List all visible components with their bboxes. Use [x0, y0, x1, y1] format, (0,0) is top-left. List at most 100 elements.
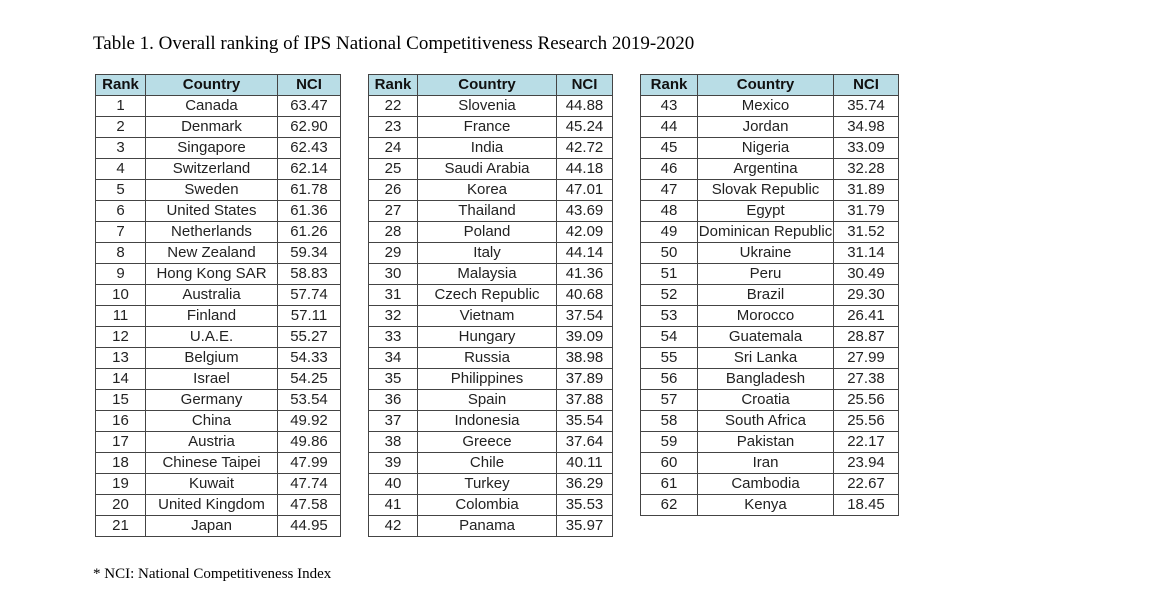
cell-nci: 53.54	[277, 389, 341, 411]
cell-rank: 44	[640, 116, 698, 138]
table-row: 46 Argentina 32.28	[640, 158, 899, 180]
cell-nci: 31.52	[833, 221, 899, 243]
table-row: 17 Austria 49.86	[95, 431, 341, 453]
cell-country: Czech Republic	[417, 284, 557, 306]
header-row: Rank Country NCI	[640, 74, 899, 96]
cell-nci: 22.67	[833, 473, 899, 495]
cell-country: China	[145, 410, 278, 432]
cell-nci: 61.78	[277, 179, 341, 201]
cell-country: Netherlands	[145, 221, 278, 243]
cell-nci: 41.36	[556, 263, 613, 285]
cell-rank: 14	[95, 368, 146, 390]
cell-country: Japan	[145, 515, 278, 537]
cell-nci: 44.95	[277, 515, 341, 537]
table-row: 48 Egypt 31.79	[640, 200, 899, 222]
cell-rank: 31	[368, 284, 418, 306]
cell-nci: 35.53	[556, 494, 613, 516]
header-country: Country	[417, 74, 557, 96]
table-row: 51 Peru 30.49	[640, 263, 899, 285]
cell-country: Dominican Republic	[697, 221, 834, 243]
cell-rank: 47	[640, 179, 698, 201]
cell-country: New Zealand	[145, 242, 278, 264]
table-row: 62 Kenya 18.45	[640, 494, 899, 516]
cell-nci: 27.99	[833, 347, 899, 369]
table-row: 35 Philippines 37.89	[368, 368, 613, 390]
cell-nci: 55.27	[277, 326, 341, 348]
table-row: 14 Israel 54.25	[95, 368, 341, 390]
cell-nci: 31.14	[833, 242, 899, 264]
cell-nci: 23.94	[833, 452, 899, 474]
cell-country: Germany	[145, 389, 278, 411]
cell-rank: 13	[95, 347, 146, 369]
table-row: 43 Mexico 35.74	[640, 95, 899, 117]
cell-rank: 37	[368, 410, 418, 432]
table-row: 15 Germany 53.54	[95, 389, 341, 411]
cell-rank: 21	[95, 515, 146, 537]
cell-country: Sweden	[145, 179, 278, 201]
table-caption: Table 1. Overall ranking of IPS National…	[93, 33, 695, 54]
table-row: 4 Switzerland 62.14	[95, 158, 341, 180]
table-row: 24 India 42.72	[368, 137, 613, 159]
table-row: 34 Russia 38.98	[368, 347, 613, 369]
cell-nci: 49.92	[277, 410, 341, 432]
cell-country: India	[417, 137, 557, 159]
cell-nci: 61.36	[277, 200, 341, 222]
header-rank: Rank	[640, 74, 698, 96]
cell-nci: 31.89	[833, 179, 899, 201]
cell-nci: 18.45	[833, 494, 899, 516]
cell-nci: 32.28	[833, 158, 899, 180]
cell-country: Croatia	[697, 389, 834, 411]
cell-rank: 4	[95, 158, 146, 180]
cell-rank: 57	[640, 389, 698, 411]
cell-rank: 43	[640, 95, 698, 117]
cell-country: Brazil	[697, 284, 834, 306]
cell-country: Pakistan	[697, 431, 834, 453]
cell-nci: 25.56	[833, 389, 899, 411]
table-row: 59 Pakistan 22.17	[640, 431, 899, 453]
cell-rank: 22	[368, 95, 418, 117]
cell-country: United States	[145, 200, 278, 222]
table-row: 60 Iran 23.94	[640, 452, 899, 474]
cell-country: Slovak Republic	[697, 179, 834, 201]
cell-rank: 27	[368, 200, 418, 222]
cell-rank: 53	[640, 305, 698, 327]
cell-rank: 24	[368, 137, 418, 159]
table-row: 50 Ukraine 31.14	[640, 242, 899, 264]
cell-rank: 17	[95, 431, 146, 453]
cell-country: Canada	[145, 95, 278, 117]
cell-nci: 49.86	[277, 431, 341, 453]
cell-country: Hungary	[417, 326, 557, 348]
cell-rank: 61	[640, 473, 698, 495]
cell-nci: 37.89	[556, 368, 613, 390]
table-row: 33 Hungary 39.09	[368, 326, 613, 348]
table-row: 21 Japan 44.95	[95, 515, 341, 537]
cell-rank: 18	[95, 452, 146, 474]
cell-rank: 1	[95, 95, 146, 117]
cell-nci: 44.18	[556, 158, 613, 180]
cell-rank: 41	[368, 494, 418, 516]
table-row: 6 United States 61.36	[95, 200, 341, 222]
table-row: 8 New Zealand 59.34	[95, 242, 341, 264]
table-row: 39 Chile 40.11	[368, 452, 613, 474]
cell-country: Austria	[145, 431, 278, 453]
cell-rank: 2	[95, 116, 146, 138]
cell-country: Guatemala	[697, 326, 834, 348]
cell-rank: 42	[368, 515, 418, 537]
table-row: 56 Bangladesh 27.38	[640, 368, 899, 390]
ranking-table-3: Rank Country NCI 43 Mexico 35.74 44 Jordan 34…	[640, 74, 899, 516]
cell-nci: 39.09	[556, 326, 613, 348]
cell-nci: 38.98	[556, 347, 613, 369]
cell-country: Vietnam	[417, 305, 557, 327]
cell-rank: 40	[368, 473, 418, 495]
cell-rank: 35	[368, 368, 418, 390]
cell-nci: 33.09	[833, 137, 899, 159]
cell-country: Saudi Arabia	[417, 158, 557, 180]
cell-country: Finland	[145, 305, 278, 327]
cell-country: Chile	[417, 452, 557, 474]
cell-country: Indonesia	[417, 410, 557, 432]
cell-nci: 29.30	[833, 284, 899, 306]
cell-rank: 26	[368, 179, 418, 201]
cell-nci: 40.11	[556, 452, 613, 474]
cell-nci: 54.33	[277, 347, 341, 369]
cell-country: Greece	[417, 431, 557, 453]
